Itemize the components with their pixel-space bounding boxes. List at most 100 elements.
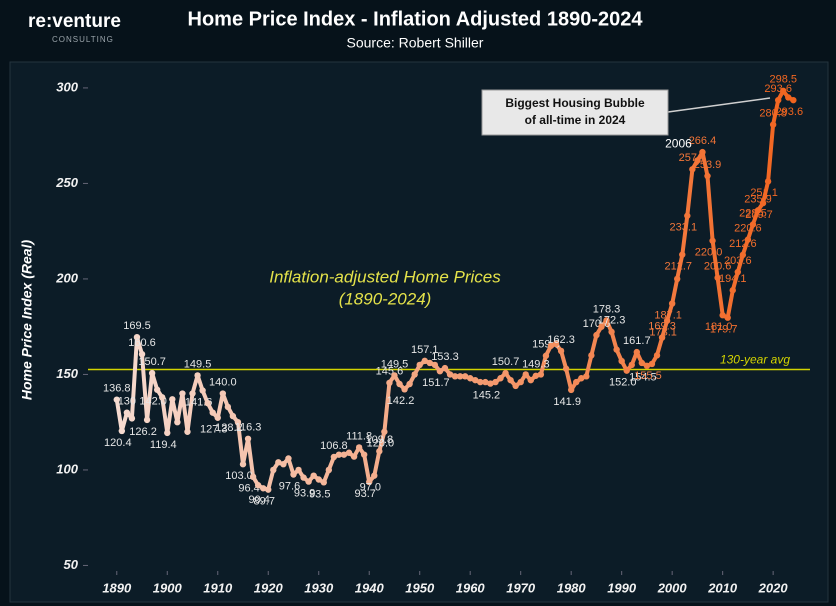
data-point <box>270 466 277 474</box>
data-label: 298.5 <box>769 74 797 86</box>
data-point <box>360 451 368 458</box>
data-point <box>416 361 423 369</box>
data-label: 212.7 <box>664 261 692 273</box>
y-tick-label: 250 <box>55 175 78 190</box>
data-label: 130 <box>118 396 136 408</box>
data-label: 119.4 <box>150 439 177 451</box>
data-label: 150.7 <box>138 356 166 368</box>
chart-title: Home Price Index - Inflation Adjusted 18… <box>188 8 644 30</box>
data-point <box>547 342 555 349</box>
data-point <box>588 352 595 359</box>
x-tick-label: 1950 <box>405 580 435 595</box>
data-point <box>663 317 671 324</box>
data-label: 97.0 <box>360 482 381 494</box>
data-point <box>709 237 716 244</box>
data-point <box>441 364 449 372</box>
data-point <box>790 96 797 104</box>
y-tick-label: 300 <box>56 79 78 94</box>
data-point <box>487 380 494 387</box>
data-point <box>780 87 787 94</box>
data-point <box>785 94 792 101</box>
data-point <box>153 386 161 393</box>
data-label: 220.6 <box>734 222 762 234</box>
inner-title: (1890-2024) <box>339 289 432 308</box>
data-point <box>628 361 635 369</box>
x-tick-label: 1890 <box>102 580 132 595</box>
data-label: 152.0 <box>609 377 637 389</box>
data-point <box>724 314 731 321</box>
data-point <box>421 357 428 365</box>
data-point <box>133 333 141 341</box>
inner-title: Inflation-adjusted Home Prices <box>269 267 501 286</box>
data-point <box>406 380 413 388</box>
data-point <box>189 390 196 397</box>
y-tick-label: 150 <box>56 366 78 381</box>
data-point <box>411 371 418 378</box>
data-point <box>729 287 736 294</box>
data-point <box>285 455 292 462</box>
data-point <box>769 121 777 128</box>
data-label: 153.3 <box>431 351 459 363</box>
data-point <box>467 375 474 382</box>
data-label: 149.3 <box>522 359 550 371</box>
data-label: 181.0 <box>705 321 733 333</box>
data-point <box>557 347 565 355</box>
x-tick-label: 1930 <box>304 580 334 595</box>
data-point <box>633 348 641 356</box>
data-point <box>774 96 782 104</box>
data-point <box>164 429 171 437</box>
data-label: 145.2 <box>473 390 501 402</box>
data-point <box>638 359 646 367</box>
data-point <box>249 473 257 481</box>
data-label: 93.9 <box>294 488 315 500</box>
x-tick-label: 2020 <box>758 580 789 595</box>
data-point <box>265 486 272 493</box>
data-point <box>391 372 398 379</box>
data-point <box>275 459 282 466</box>
data-point <box>320 479 327 486</box>
data-point <box>512 382 519 390</box>
data-point <box>764 178 772 185</box>
data-point <box>118 427 126 435</box>
data-point <box>295 466 302 474</box>
data-point <box>254 482 262 489</box>
data-point <box>239 461 247 468</box>
data-label: 141.9 <box>553 396 581 408</box>
data-label: 178.3 <box>593 303 621 315</box>
data-point <box>653 352 661 359</box>
data-point <box>648 360 656 368</box>
x-tick-label: 2010 <box>707 580 738 595</box>
average-label: 130-year avg <box>720 353 790 367</box>
data-point <box>436 367 444 375</box>
data-point <box>335 451 343 458</box>
data-point <box>305 478 312 485</box>
data-point <box>477 378 484 386</box>
data-label: 203.6 <box>724 255 752 267</box>
data-point <box>608 328 615 336</box>
data-point <box>759 199 767 207</box>
data-point <box>159 394 166 401</box>
data-label: 212.6 <box>729 238 757 250</box>
data-label: 178.1 <box>649 327 677 339</box>
data-label: 96.4 <box>238 483 259 495</box>
data-label: 93.5 <box>309 488 330 500</box>
data-point <box>527 376 534 384</box>
data-point <box>562 365 570 372</box>
data-point <box>593 331 600 339</box>
data-point <box>259 485 267 492</box>
data-label: 93.7 <box>355 488 376 500</box>
data-label: 172.3 <box>598 315 626 327</box>
data-point <box>280 461 287 468</box>
data-point <box>603 317 610 324</box>
data-point <box>179 390 186 397</box>
data-label: 169.5 <box>123 320 151 332</box>
data-point <box>739 251 747 259</box>
data-point <box>613 346 620 353</box>
data-point <box>209 409 216 416</box>
data-point <box>658 334 666 341</box>
data-label: 280.8 <box>759 108 787 120</box>
data-point <box>598 323 605 330</box>
data-point <box>618 357 625 365</box>
data-point <box>366 478 373 486</box>
data-point <box>552 340 560 348</box>
